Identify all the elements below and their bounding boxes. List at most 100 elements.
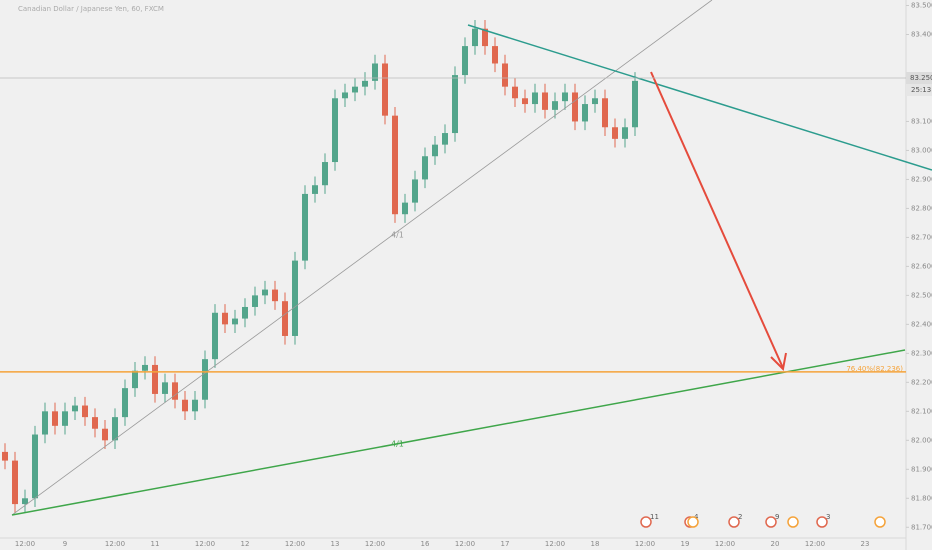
y-tick-label: 82.000: [911, 436, 932, 444]
trend-label: 4/1: [391, 440, 404, 449]
candle-body: [182, 399, 188, 412]
candle-body: [102, 428, 108, 441]
y-tick-label: 82.900: [911, 175, 932, 183]
candle-body: [402, 202, 408, 215]
candle-body: [112, 417, 118, 441]
candle-body: [222, 312, 228, 325]
y-tick-label: 81.900: [911, 465, 932, 473]
y-tick-label: 82.500: [911, 291, 932, 299]
candle-body: [552, 101, 558, 110]
y-tick-label: 82.600: [911, 262, 932, 270]
y-tick-label: 83.400: [911, 30, 932, 38]
candle-body: [292, 260, 298, 336]
y-tick-label: 82.100: [911, 407, 932, 415]
candle-body: [392, 115, 398, 215]
support-line: [11, 349, 906, 516]
fib-label: 76.40%(82.236): [846, 365, 903, 373]
x-tick-label: 13: [331, 540, 340, 548]
candle-body: [612, 127, 618, 139]
candle-body: [22, 498, 28, 505]
candle-body: [362, 80, 368, 87]
countdown: 25:13: [911, 86, 931, 94]
arrow-head: [770, 352, 787, 372]
candle-body: [2, 451, 8, 461]
x-tick-label: 12:00: [715, 540, 735, 548]
event-icon: [787, 516, 799, 528]
resistance-line: [467, 24, 932, 171]
candle-body: [522, 98, 528, 105]
event-count: 9: [775, 513, 779, 521]
x-tick-label: 17: [501, 540, 510, 548]
x-tick-label: 12:00: [285, 540, 305, 548]
x-tick-label: 12:00: [105, 540, 125, 548]
candle-body: [32, 434, 38, 499]
y-tick-label: 82.800: [911, 204, 932, 212]
candle-body: [82, 405, 88, 418]
candle-body: [542, 92, 548, 110]
x-tick-label: 12:00: [195, 540, 215, 548]
event-icon: [765, 516, 777, 528]
trend-label: 4/1: [391, 231, 404, 240]
y-tick-label: 83.500: [911, 2, 932, 10]
candle-body: [202, 359, 208, 400]
candle-body: [122, 388, 128, 418]
event-icon: [816, 516, 828, 528]
event-icon: [640, 516, 652, 528]
y-tick-label: 83.100: [911, 117, 932, 125]
candle-body: [472, 28, 478, 47]
y-tick-label: 81.700: [911, 523, 932, 531]
candle-body: [152, 364, 158, 394]
y-tick-label: 81.800: [911, 494, 932, 502]
event-count: 11: [650, 513, 659, 521]
candle-body: [322, 162, 328, 186]
x-tick-label: 16: [421, 540, 430, 548]
candle-body: [282, 301, 288, 336]
candle-body: [62, 411, 68, 426]
candle-body: [422, 156, 428, 180]
candle-body: [592, 98, 598, 105]
x-tick-label: 12:00: [15, 540, 35, 548]
candle-body: [622, 127, 628, 139]
candle-body: [142, 364, 148, 371]
x-tick-label: 23: [861, 540, 870, 548]
candle-body: [432, 144, 438, 157]
x-tick-label: 12:00: [805, 540, 825, 548]
candle-body: [572, 92, 578, 122]
event-icon: [728, 516, 740, 528]
y-tick-label: 82.300: [911, 349, 932, 357]
candle-body: [52, 411, 58, 426]
candle-body: [132, 370, 138, 389]
chart-title: Canadian Dollar / Japanese Yen, 60, FXCM: [18, 5, 164, 13]
plot: [2, 20, 638, 513]
candle-body: [192, 399, 198, 412]
candle-body: [172, 382, 178, 400]
candle-body: [42, 411, 48, 435]
candle-body: [72, 405, 78, 412]
candle-body: [452, 75, 458, 134]
x-tick-label: 19: [681, 540, 690, 548]
event-count: 2: [738, 513, 742, 521]
candle-body: [482, 28, 488, 47]
y-tick-label: 82.400: [911, 320, 932, 328]
candle-body: [252, 295, 258, 307]
candle-body: [492, 46, 498, 64]
trend-line: [11, 0, 713, 516]
x-tick-label: 12:00: [455, 540, 475, 548]
x-tick-label: 11: [151, 540, 160, 548]
event-count: 4: [694, 513, 699, 521]
event-icon: [874, 516, 886, 528]
x-tick-label: 9: [63, 540, 67, 548]
y-tick-label: 82.200: [911, 378, 932, 386]
candle-body: [602, 98, 608, 128]
x-tick-label: 12:00: [545, 540, 565, 548]
candle-body: [382, 63, 388, 116]
price-tag: [906, 71, 932, 84]
candle-body: [372, 63, 378, 81]
x-tick-label: 12:00: [365, 540, 385, 548]
candle-body: [532, 92, 538, 105]
y-tick-label: 82.700: [911, 233, 932, 241]
candle-body: [272, 289, 278, 302]
candle-body: [342, 92, 348, 99]
